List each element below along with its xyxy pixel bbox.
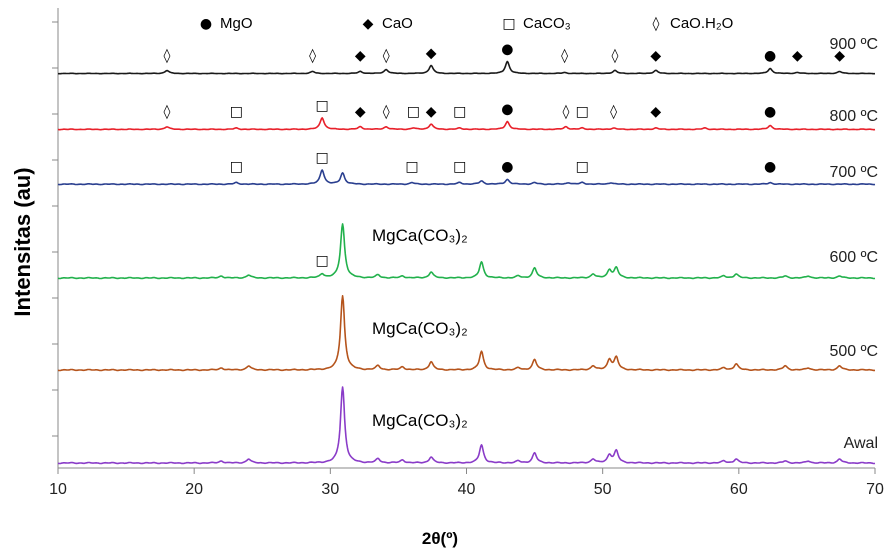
xrd-series-line — [57, 169, 876, 186]
xrd-series-line — [57, 117, 876, 131]
x-axis: 10 20 30 40 50 60 70 — [49, 468, 884, 498]
phase-marker: ◊ — [610, 104, 617, 120]
legend-symbol: ● — [200, 16, 212, 32]
phase-marker: □ — [576, 104, 589, 120]
legend-label: CaO.H₂O — [670, 15, 733, 32]
phase-marker: □ — [230, 104, 243, 120]
y-axis-title: Intensitas (au) — [10, 167, 35, 316]
legend-symbol: ◆ — [363, 16, 374, 32]
phase-marker: ◊ — [309, 48, 316, 64]
phase-marker: ◆ — [426, 46, 437, 62]
phase-marker: ◊ — [163, 104, 170, 120]
phase-marker: ● — [764, 48, 776, 64]
x-tick-label: 60 — [730, 481, 748, 498]
series-label: 900 ºC — [829, 36, 878, 53]
phase-marker: ● — [501, 102, 513, 118]
xrd-series-line — [57, 60, 876, 75]
x-tick-label: 50 — [594, 481, 612, 498]
compound-label: MgCa(CO₃)₂ — [372, 319, 468, 338]
phase-marker: ◊ — [383, 104, 390, 120]
legend-label: CaO — [382, 15, 413, 32]
phase-marker: □ — [316, 98, 329, 114]
series-label: 500 ºC — [829, 343, 878, 360]
xrd-series-line — [57, 223, 876, 280]
phase-marker: ◆ — [650, 48, 661, 64]
series-label: 700 ºC — [829, 164, 878, 181]
phase-marker: ◊ — [562, 104, 569, 120]
x-tick-label: 30 — [321, 481, 339, 498]
legend-symbol: □ — [502, 16, 515, 32]
phase-marker: □ — [316, 150, 329, 166]
legend-label: CaCO₃ — [523, 15, 571, 32]
x-tick-label: 70 — [866, 481, 884, 498]
phase-marker: ◊ — [561, 48, 568, 64]
phase-marker: □ — [453, 104, 466, 120]
phase-marker: □ — [405, 159, 418, 175]
x-axis-title: 2θ(º) — [422, 529, 458, 548]
phase-marker: □ — [230, 159, 243, 175]
legend-label: MgO — [220, 15, 253, 32]
x-tick-label: 20 — [185, 481, 203, 498]
phase-marker: ◆ — [650, 104, 661, 120]
x-tick-label: 40 — [458, 481, 476, 498]
phase-marker: ◊ — [611, 48, 618, 64]
xrd-series-line — [57, 295, 876, 372]
phase-marker: ● — [764, 104, 776, 120]
phase-marker: ◆ — [355, 48, 366, 64]
phase-marker: ◆ — [426, 104, 437, 120]
xrd-curves — [57, 60, 876, 465]
phase-marker: ◆ — [355, 104, 366, 120]
series-label: 600 ºC — [829, 249, 878, 266]
phase-markers: ◊ ◊ ◆ ◊ ◆ ● ◊ ◊ ◆ ● ◆ ◆ ◊ □ □ ◆ ◊ □ ◆ □ ● ◊ □ ◊ ◆ ● □ □ □ □ ● □ ● □ — [163, 41, 845, 269]
phase-marker: □ — [576, 159, 589, 175]
series-label: Awal — [844, 435, 878, 452]
phase-marker: ◊ — [163, 48, 170, 64]
compound-label: MgCa(CO₃)₂ — [372, 226, 468, 245]
phase-marker: ◆ — [834, 48, 845, 64]
phase-marker: ◆ — [792, 48, 803, 64]
phase-marker: ● — [764, 159, 776, 175]
phase-marker: ● — [501, 41, 513, 57]
phase-marker: □ — [407, 104, 420, 120]
xrd-series-line — [57, 386, 876, 465]
legend-symbol: ◊ — [653, 16, 660, 32]
series-label: 800 ºC — [829, 108, 878, 125]
phase-marker: □ — [316, 253, 329, 269]
curve-labels: 900 ºC 800 ºC 700 ºC 600 ºC 500 ºC Awal — [829, 36, 878, 452]
phase-legend: ● MgO ◆ CaO □ CaCO₃ ◊ CaO.H₂O — [200, 15, 733, 32]
compound-label: MgCa(CO₃)₂ — [372, 411, 468, 430]
x-tick-label: 10 — [49, 481, 67, 498]
phase-marker: □ — [453, 159, 466, 175]
phase-marker: ◊ — [383, 48, 390, 64]
phase-marker: ● — [501, 159, 513, 175]
compound-labels: MgCa(CO₃)₂ MgCa(CO₃)₂ MgCa(CO₃)₂ — [372, 226, 468, 430]
